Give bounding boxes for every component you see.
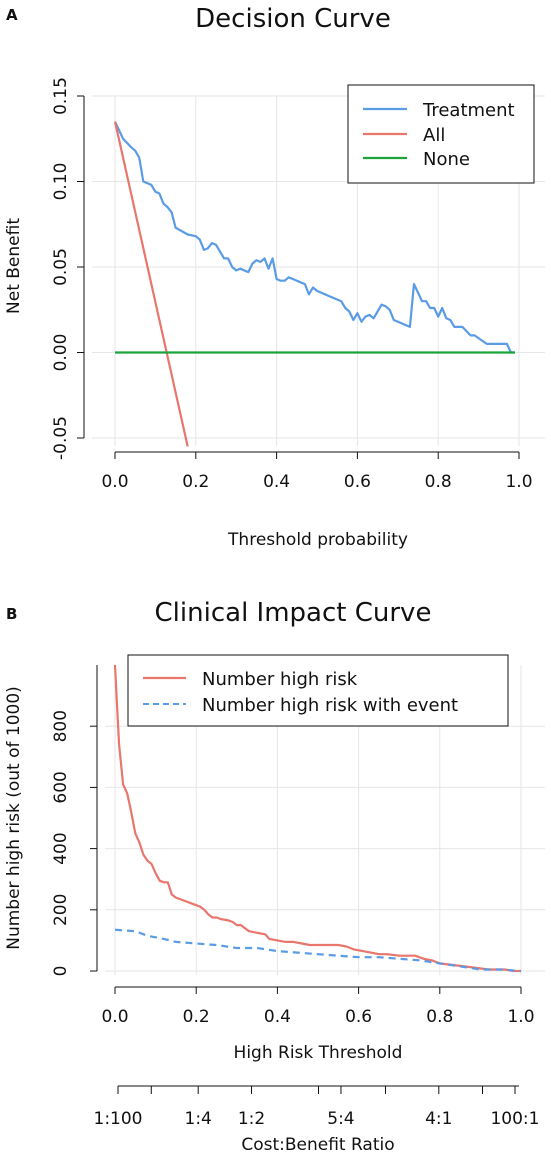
cost-benefit-tick-label: 100:1	[490, 1109, 539, 1129]
legend-label-number-high-risk: Number high risk	[202, 669, 358, 690]
chart-b-x-tick-label: 0.0	[101, 1007, 128, 1027]
chart-a-x-tick-label: 0.0	[101, 472, 128, 492]
panel-a-label: A	[6, 6, 18, 24]
cost-benefit-tick-label: 1:100	[94, 1109, 143, 1129]
chart-b-x-tick-label: 1.0	[507, 1007, 534, 1027]
chart-a-series	[113, 121, 515, 447]
chart-a-x-tick-label: 0.4	[263, 472, 290, 492]
chart-b-cost-benefit-axis: 1:100 1:4 1:2 5:4 4:1 100:1	[94, 1085, 539, 1129]
cost-benefit-tick-label: 1:4	[185, 1109, 212, 1129]
chart-b-y-axis-label: Number high risk (out of 1000)	[4, 686, 24, 950]
chart-a-x-axis-label: Threshold probability	[227, 530, 408, 550]
chart-a-x-tick-label: 0.8	[425, 472, 452, 492]
chart-a-x-tick-label: 1.0	[505, 472, 532, 492]
chart-b-y-tick-label: 800	[51, 710, 71, 742]
cost-benefit-tick-label: 1:2	[238, 1109, 265, 1129]
chart-b-y-axis: 0 200 400 600 800	[51, 665, 98, 977]
chart-b-y-tick-label: 600	[51, 771, 71, 803]
chart-b-y-tick-label: 200	[51, 894, 71, 926]
cost-benefit-tick-label: 5:4	[327, 1109, 354, 1129]
chart-b-x-axis: 0.0 0.2 0.4 0.6 0.8 1.0	[101, 986, 535, 1027]
chart-b-cost-benefit-label: Cost:Benefit Ratio	[241, 1135, 394, 1155]
series-line-treatment	[114, 121, 515, 354]
chart-b-x-tick-label: 0.8	[426, 1007, 453, 1027]
chart-a-y-tick-label: 0.00	[51, 334, 71, 372]
chart-a-y-axis: -0.05 0.00 0.05 0.10 0.15	[51, 77, 85, 460]
chart-a-y-tick-label: 0.10	[51, 163, 71, 201]
chart-a-x-axis: 0.0 0.2 0.4 0.6 0.8 1.0	[101, 451, 533, 492]
chart-a-y-tick-label: 0.05	[51, 248, 71, 286]
series-line-all	[113, 121, 189, 447]
series-line-number-high-risk-with-event	[114, 928, 522, 973]
panel-b-label: B	[6, 605, 17, 623]
series-line-number-high-risk	[113, 664, 521, 973]
chart-a-y-tick-label: -0.05	[51, 416, 71, 460]
cost-benefit-tick-label: 4:1	[425, 1109, 452, 1129]
chart-b-x-tick-label: 0.6	[345, 1007, 372, 1027]
chart-b-y-tick-label: 400	[51, 832, 71, 864]
chart-a-y-axis-label: Net Benefit	[4, 218, 24, 314]
legend-label-none: None	[423, 149, 470, 170]
chart-b-y-tick-label: 0	[51, 966, 71, 977]
chart-a-legend: Treatment All None	[347, 84, 535, 184]
chart-b-x-tick-label: 0.4	[264, 1007, 291, 1027]
legend-label-all: All	[423, 125, 445, 146]
chart-b-series	[113, 664, 522, 973]
chart-a-y-tick-label: 0.15	[51, 77, 71, 115]
chart-a-x-tick-label: 0.2	[182, 472, 209, 492]
chart-b-title: Clinical Impact Curve	[155, 598, 432, 628]
legend-label-treatment: Treatment	[422, 100, 515, 121]
chart-a-x-tick-label: 0.6	[344, 472, 371, 492]
chart-b-legend: Number high risk Number high risk with e…	[127, 654, 509, 727]
chart-b-x-tick-label: 0.2	[183, 1007, 210, 1027]
chart-b-x-axis-label: High Risk Threshold	[234, 1043, 403, 1063]
legend-label-number-high-risk-with-event: Number high risk with event	[202, 695, 458, 716]
chart-a-title: Decision Curve	[195, 4, 391, 34]
